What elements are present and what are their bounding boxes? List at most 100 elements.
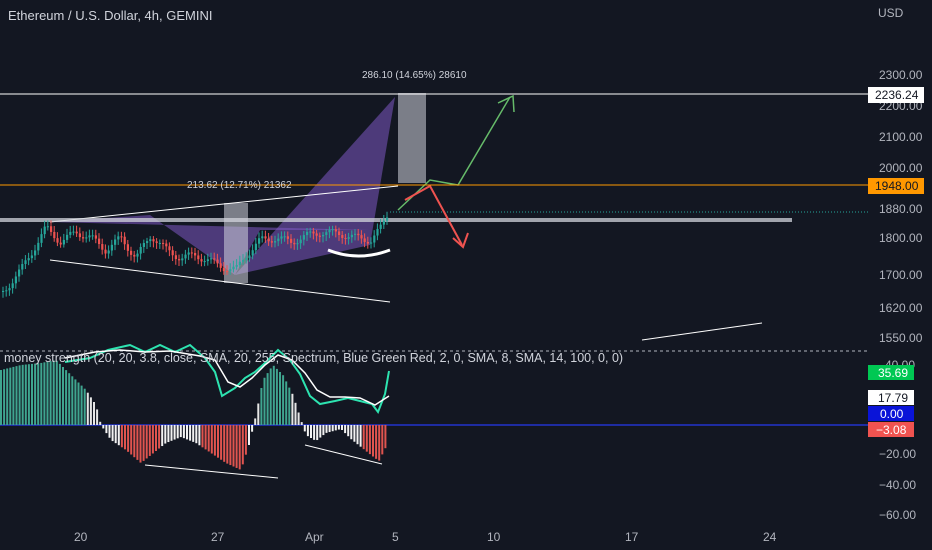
right-trend-line[interactable] — [641, 322, 763, 341]
candle — [283, 236, 286, 238]
histogram-bar — [368, 425, 371, 455]
histogram-bar — [114, 425, 117, 444]
histogram-bar — [21, 364, 24, 425]
candle — [226, 271, 229, 273]
indicator-tag-red[interactable]: −3.08 — [868, 422, 914, 437]
histogram-bar — [130, 425, 133, 455]
candle — [43, 226, 46, 235]
cup-arc[interactable] — [327, 248, 391, 258]
candle — [322, 234, 325, 237]
histogram-bar — [353, 425, 356, 442]
candle — [187, 252, 190, 255]
channel-upper-line[interactable] — [49, 185, 399, 223]
candle — [248, 255, 251, 259]
chart-title: Ethereum / U.S. Dollar, 4h, GEMINI — [8, 8, 213, 23]
histogram-bar — [207, 425, 210, 452]
indicator-tag-label: −3.08 — [876, 423, 907, 437]
histogram-bar — [111, 425, 114, 442]
histogram-bar — [279, 372, 281, 425]
indicator-label[interactable]: money strength (20, 20, 3.8, close, SMA,… — [4, 351, 623, 365]
level-tag-label: 2236.24 — [875, 88, 919, 102]
indicator-tick: −20.00 — [879, 447, 916, 461]
candle — [136, 253, 139, 257]
indicator-tag-blue[interactable]: 0.00 — [868, 406, 914, 421]
histogram-bar — [93, 402, 95, 425]
divergence-line-2[interactable] — [304, 444, 383, 465]
candle — [200, 259, 203, 262]
histogram-bar — [328, 425, 331, 433]
red-projection[interactable] — [404, 184, 463, 246]
histogram-bar — [176, 425, 179, 439]
histogram-bar — [179, 425, 182, 438]
candle — [366, 241, 369, 244]
candle — [302, 235, 305, 240]
indicator-tag-green[interactable]: 35.69 — [868, 365, 914, 380]
measure-box-2[interactable] — [398, 93, 426, 183]
histogram-bar — [3, 369, 6, 425]
currency-label[interactable]: USD — [878, 6, 904, 20]
green-arrow-head — [497, 94, 515, 113]
histogram-bar — [102, 425, 105, 429]
histogram-bar — [226, 425, 229, 464]
candle — [8, 288, 11, 291]
histogram-bar — [313, 425, 316, 440]
price-tick: 1620.00 — [879, 301, 923, 315]
candle — [251, 250, 254, 256]
indicator-tick: −60.00 — [879, 508, 916, 522]
candle — [360, 235, 363, 239]
histogram-bar — [272, 365, 275, 425]
candle — [14, 276, 17, 284]
candle — [165, 243, 168, 247]
channel-lower-line[interactable] — [49, 259, 391, 303]
histogram-bar — [350, 425, 353, 440]
indicator-tag-label: 0.00 — [880, 407, 904, 421]
candle — [171, 250, 174, 256]
price-tick: 1700.00 — [879, 268, 923, 282]
time-axis[interactable]: 20 27 Apr 5 10 17 24 — [74, 530, 777, 544]
candle — [162, 242, 165, 244]
histogram-bar — [356, 425, 359, 445]
histogram-bar — [40, 362, 43, 425]
candle — [274, 241, 277, 243]
candle — [104, 249, 107, 254]
candle — [379, 224, 382, 229]
histogram-bar — [77, 382, 80, 425]
histogram-bar — [375, 425, 378, 459]
histogram-bar — [155, 425, 157, 451]
histogram-bar — [241, 425, 244, 465]
candle — [69, 231, 72, 235]
histogram-bar — [260, 388, 263, 425]
histogram-bar — [58, 363, 61, 425]
candle — [354, 233, 357, 235]
level-tag-1948[interactable]: 1948.00 — [868, 178, 924, 194]
candle — [146, 241, 149, 244]
candle — [254, 243, 257, 251]
divergence-line-1[interactable] — [144, 464, 279, 479]
price-axis[interactable]: 2300.00 2200.00 2100.00 2000.00 1880.00 … — [879, 68, 923, 345]
candlestick-series[interactable] — [2, 211, 389, 298]
candle — [101, 244, 104, 250]
candle — [312, 231, 315, 234]
indicator-axis[interactable]: 40.00 −20.00 −40.00 −60.00 — [879, 358, 916, 522]
histogram-bar — [158, 425, 161, 449]
candle — [30, 255, 33, 259]
measure-box-1[interactable] — [224, 203, 248, 283]
histogram-bar — [173, 425, 176, 440]
histogram-bar — [105, 425, 108, 434]
candle — [46, 226, 49, 228]
candle — [382, 220, 385, 225]
level-tag-2236[interactable]: 2236.24 — [868, 87, 924, 103]
candle — [130, 250, 133, 255]
candle — [66, 234, 69, 240]
histogram-bar — [201, 425, 204, 448]
histogram-bar — [266, 373, 269, 425]
candle — [286, 236, 289, 239]
candle — [203, 261, 206, 263]
histogram-bar — [83, 388, 86, 425]
time-tick: 27 — [211, 530, 225, 544]
candle — [318, 235, 321, 237]
indicator-tag-white[interactable]: 17.79 — [868, 390, 914, 405]
candle — [21, 264, 24, 270]
